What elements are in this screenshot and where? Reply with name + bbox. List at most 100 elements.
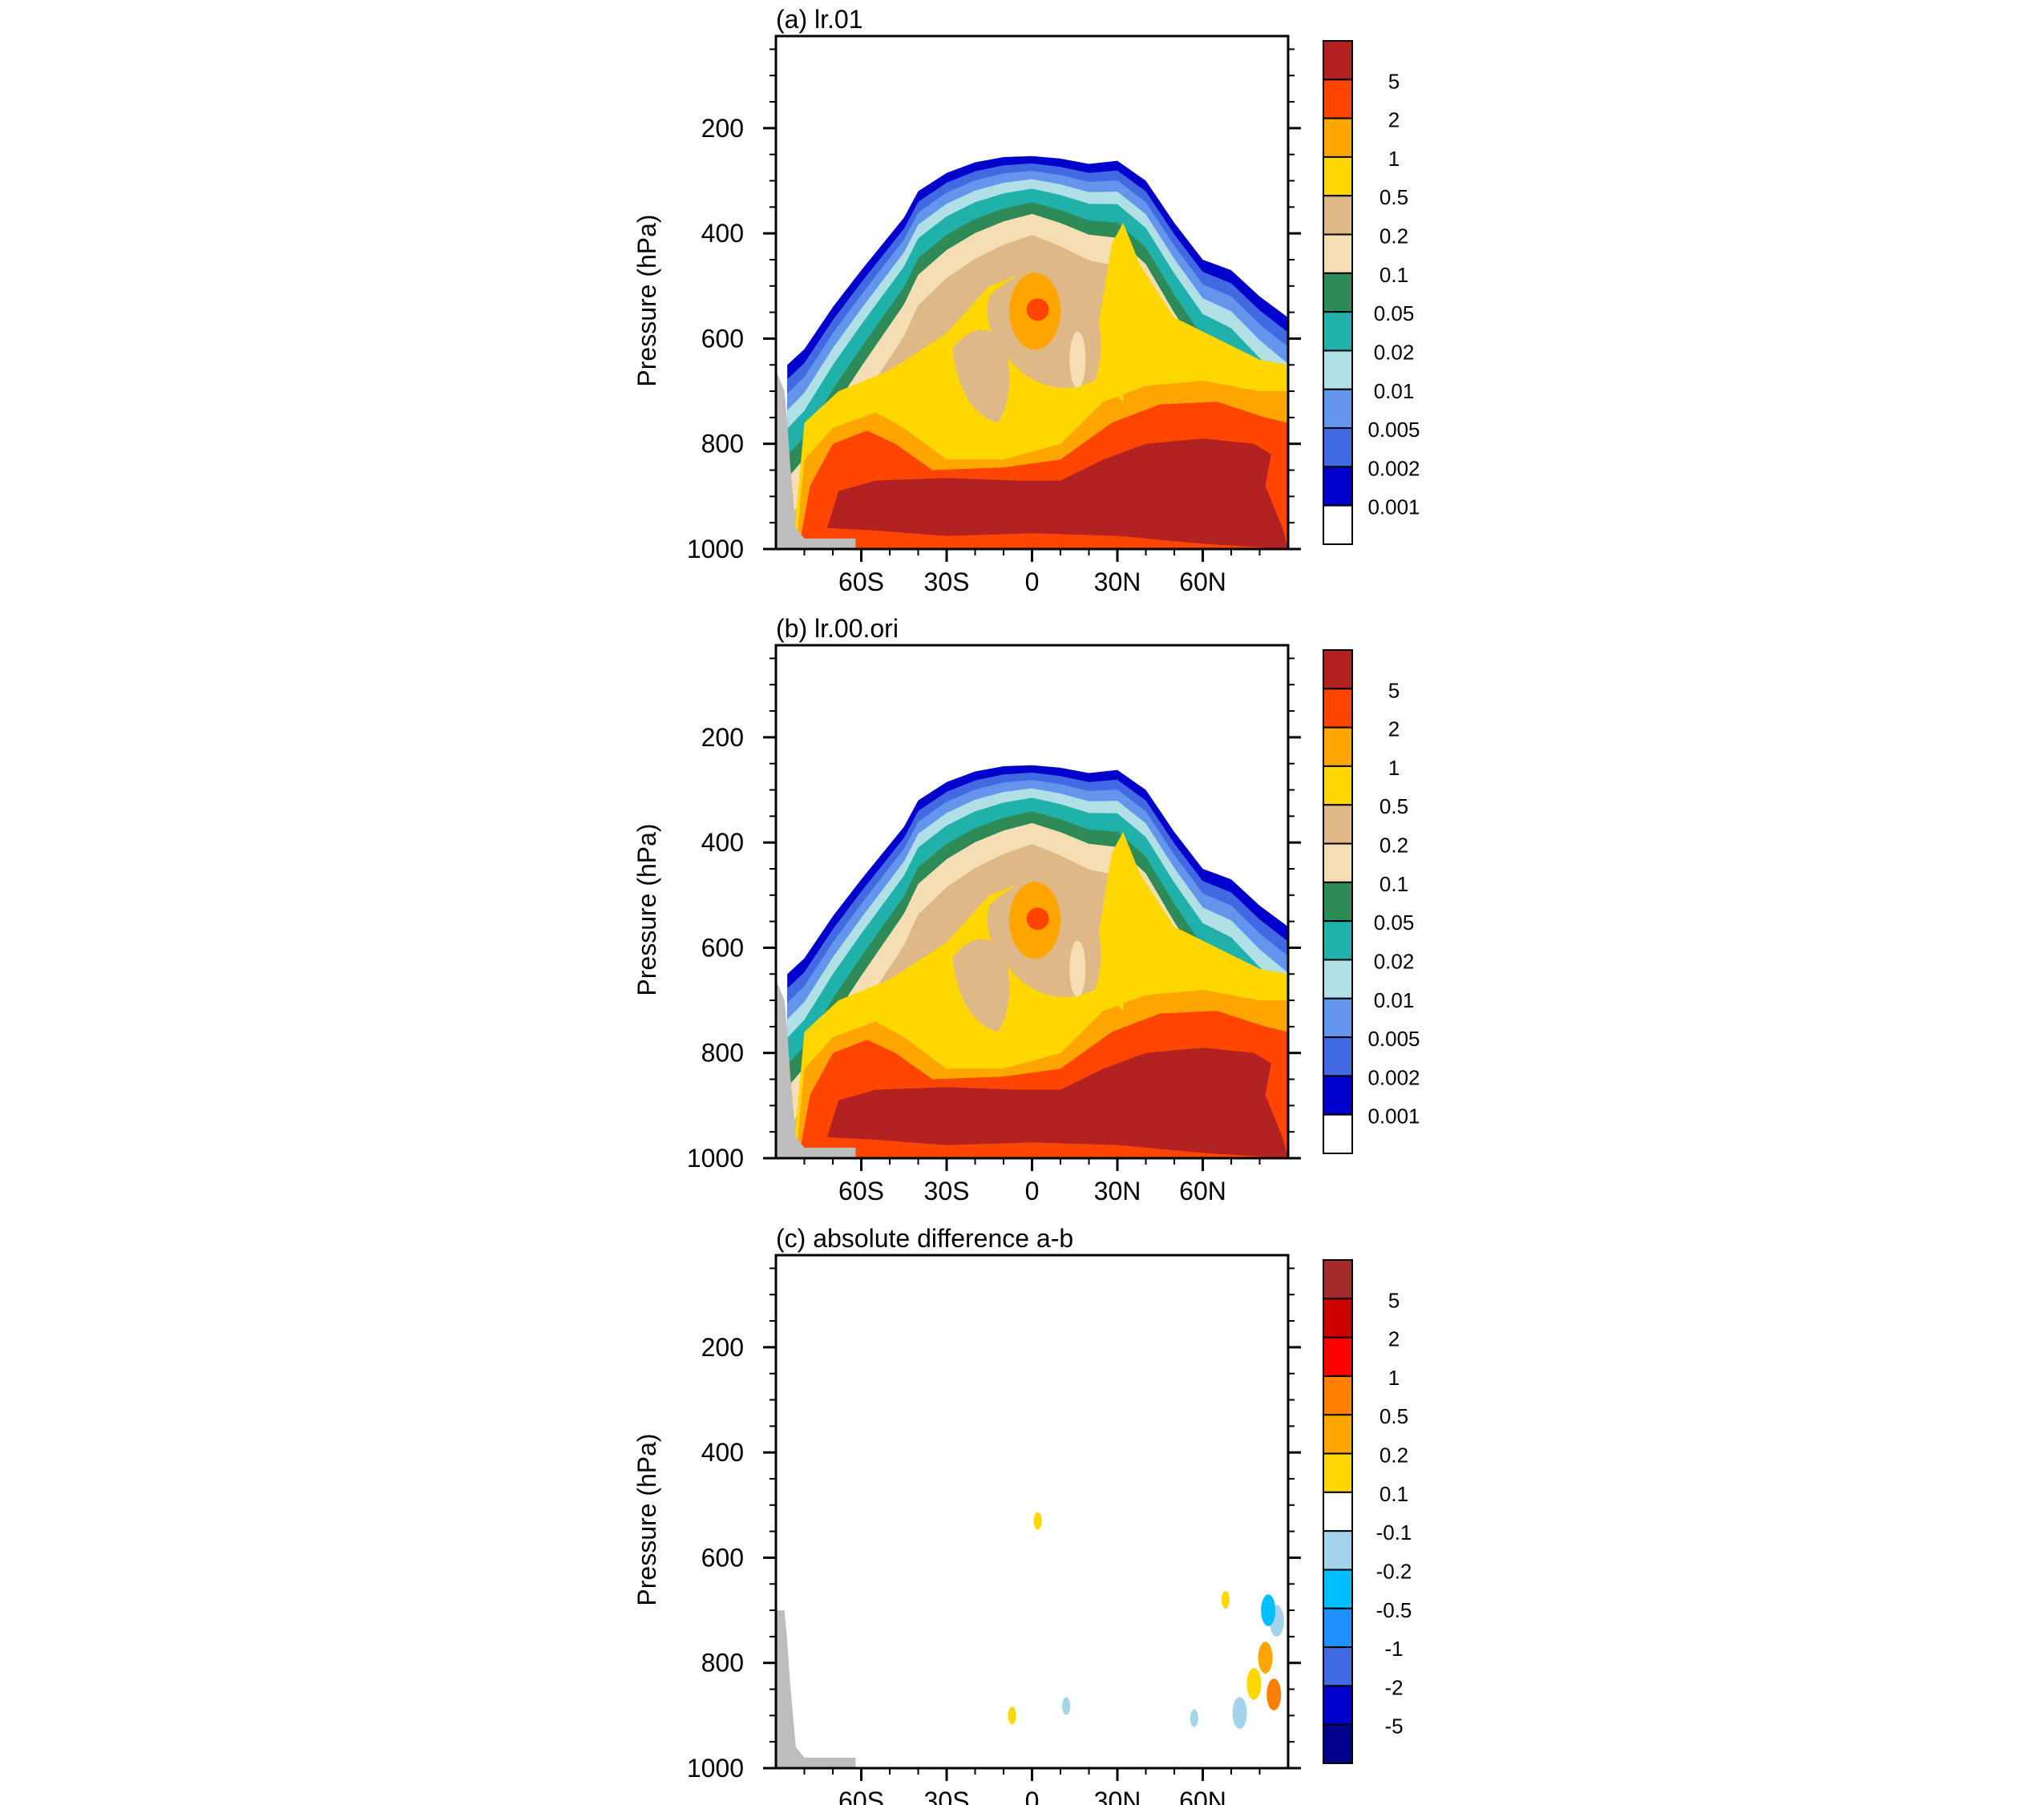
colorbar-label: 0.002 — [1367, 1065, 1420, 1089]
plot-area — [776, 1255, 1288, 1768]
x-tick-label: 30N — [1094, 1177, 1141, 1205]
colorbar-swatch — [1323, 1452, 1353, 1493]
beige-patch — [1069, 331, 1086, 388]
panel-3: (c) absolute difference a-b Pressure (hPa… — [632, 1224, 1412, 1805]
colorbar-swatch — [1323, 233, 1353, 274]
colorbar-swatch — [1323, 1375, 1353, 1416]
panel-2: (b) lr.00.ori Pressure (hPa) 200 400 600 800 1… — [632, 614, 1420, 1205]
diff-patch — [1266, 1678, 1282, 1710]
colorbar-swatch — [1323, 1414, 1353, 1455]
x-tick-label: 0 — [1025, 1787, 1040, 1805]
diff-patch — [1190, 1709, 1198, 1727]
colorbar: 5 2 1 0.5 0.2 0.1 0.05 0.02 0.01 0.005 0.002 0.001 — [1323, 40, 1420, 546]
diff-patch — [1008, 1706, 1016, 1725]
colorbar-swatch — [1323, 1569, 1353, 1609]
colorbar-label: 1 — [1388, 1366, 1400, 1390]
colorbar-label: -0.5 — [1376, 1598, 1412, 1622]
beige-patch — [1069, 940, 1086, 997]
colorbar-swatch — [1323, 649, 1353, 690]
colorbar-swatch — [1323, 272, 1353, 313]
colorbar-swatch — [1323, 195, 1353, 236]
y-tick-label: 800 — [701, 430, 744, 458]
colorbar-label: -0.2 — [1376, 1559, 1412, 1583]
max-core — [1026, 298, 1049, 321]
colorbar-label: 0.1 — [1379, 263, 1408, 287]
y-tick-label: 200 — [701, 114, 744, 143]
colorbar-label: 0.2 — [1379, 834, 1408, 858]
y-tick-label: 400 — [701, 1438, 744, 1467]
colorbar-label: 1 — [1388, 147, 1400, 171]
y-axis-label: Pressure (hPa) — [632, 823, 661, 995]
panel-title: (c) absolute difference a-b — [776, 1224, 1073, 1253]
colorbar-swatch — [1323, 959, 1353, 999]
colorbar-swatch — [1323, 155, 1353, 197]
x-tick-label: 60S — [838, 567, 884, 596]
plot-area — [776, 36, 1288, 549]
colorbar-swatch — [1323, 1646, 1353, 1687]
colorbar-swatch — [1323, 1259, 1353, 1300]
colorbar-label: 0.005 — [1367, 1027, 1420, 1051]
y-tick-label: 1000 — [687, 1754, 744, 1783]
colorbar-swatch — [1323, 388, 1353, 430]
colorbar-swatch — [1323, 1336, 1353, 1377]
colorbar-label: 0.02 — [1374, 949, 1415, 973]
colorbar-swatch — [1323, 997, 1353, 1039]
band-5 — [826, 438, 1288, 549]
plot-area — [776, 645, 1288, 1158]
colorbar-label: -5 — [1384, 1714, 1403, 1738]
max-core — [1026, 907, 1049, 931]
x-tick-label: 60S — [838, 1787, 884, 1805]
colorbar-swatch — [1323, 1036, 1353, 1077]
panel-title: (a) lr.01 — [776, 5, 862, 34]
colorbar-label: 2 — [1388, 1327, 1400, 1351]
colorbar-swatch — [1323, 504, 1353, 546]
colorbar-swatch — [1323, 117, 1353, 158]
colorbar-label: 0.5 — [1379, 794, 1408, 818]
colorbar-label: -2 — [1384, 1675, 1403, 1699]
colorbar-swatch — [1323, 79, 1353, 119]
y-tick-label: 200 — [701, 723, 744, 752]
colorbar-label: 2 — [1388, 108, 1400, 132]
panel-title: (b) lr.00.ori — [776, 614, 899, 643]
y-tick-label: 800 — [701, 1649, 744, 1678]
colorbar: 5 2 1 0.5 0.2 0.1 -0.1 -0.2 -0.5 -1 -2 -5 — [1323, 1259, 1412, 1765]
colorbar-label: 5 — [1388, 1288, 1400, 1312]
y-tick-label: 800 — [701, 1039, 744, 1068]
colorbar-label: 0.001 — [1367, 495, 1420, 519]
y-axis-label: Pressure (hPa) — [632, 1433, 661, 1605]
colorbar-swatch — [1323, 311, 1353, 352]
colorbar-label: -0.1 — [1376, 1520, 1412, 1545]
diff-patch — [1062, 1697, 1071, 1715]
colorbar-label: 0.001 — [1367, 1104, 1420, 1129]
colorbar-label: 5 — [1388, 69, 1400, 93]
y-tick-label: 400 — [701, 219, 744, 248]
y-tick-label: 1000 — [687, 1144, 744, 1173]
colorbar: 5 2 1 0.5 0.2 0.1 0.05 0.02 0.01 0.005 0.002 0.001 — [1323, 649, 1420, 1154]
colorbar-label: 0.01 — [1374, 988, 1415, 1012]
colorbar-swatch — [1323, 920, 1353, 961]
y-tick-label: 600 — [701, 324, 744, 353]
colorbar-swatch — [1323, 765, 1353, 806]
y-tick-label: 200 — [701, 1333, 744, 1362]
band-5 — [826, 1048, 1288, 1158]
colorbar-label: 0.5 — [1379, 185, 1408, 209]
colorbar-label: 0.2 — [1379, 1444, 1408, 1468]
y-tick-label: 1000 — [687, 535, 744, 563]
diff-patch — [1246, 1668, 1262, 1700]
colorbar-label: 0.1 — [1379, 872, 1408, 896]
y-axis-label: Pressure (hPa) — [632, 214, 661, 386]
terrain-mask — [776, 1610, 856, 1768]
y-tick-label: 400 — [701, 828, 744, 857]
diff-patch — [1232, 1697, 1247, 1729]
x-tick-label: 30S — [924, 567, 970, 596]
colorbar-swatch — [1323, 349, 1353, 390]
x-tick-label: 30N — [1094, 1787, 1141, 1805]
colorbar-swatch — [1323, 1607, 1353, 1649]
colorbar-swatch — [1323, 1113, 1353, 1154]
colorbar-label: 0.1 — [1379, 1482, 1408, 1506]
x-tick-label: 0 — [1025, 567, 1040, 596]
colorbar-swatch — [1323, 726, 1353, 767]
diff-patch — [1258, 1641, 1273, 1674]
x-tick-label: 60N — [1179, 1787, 1226, 1805]
